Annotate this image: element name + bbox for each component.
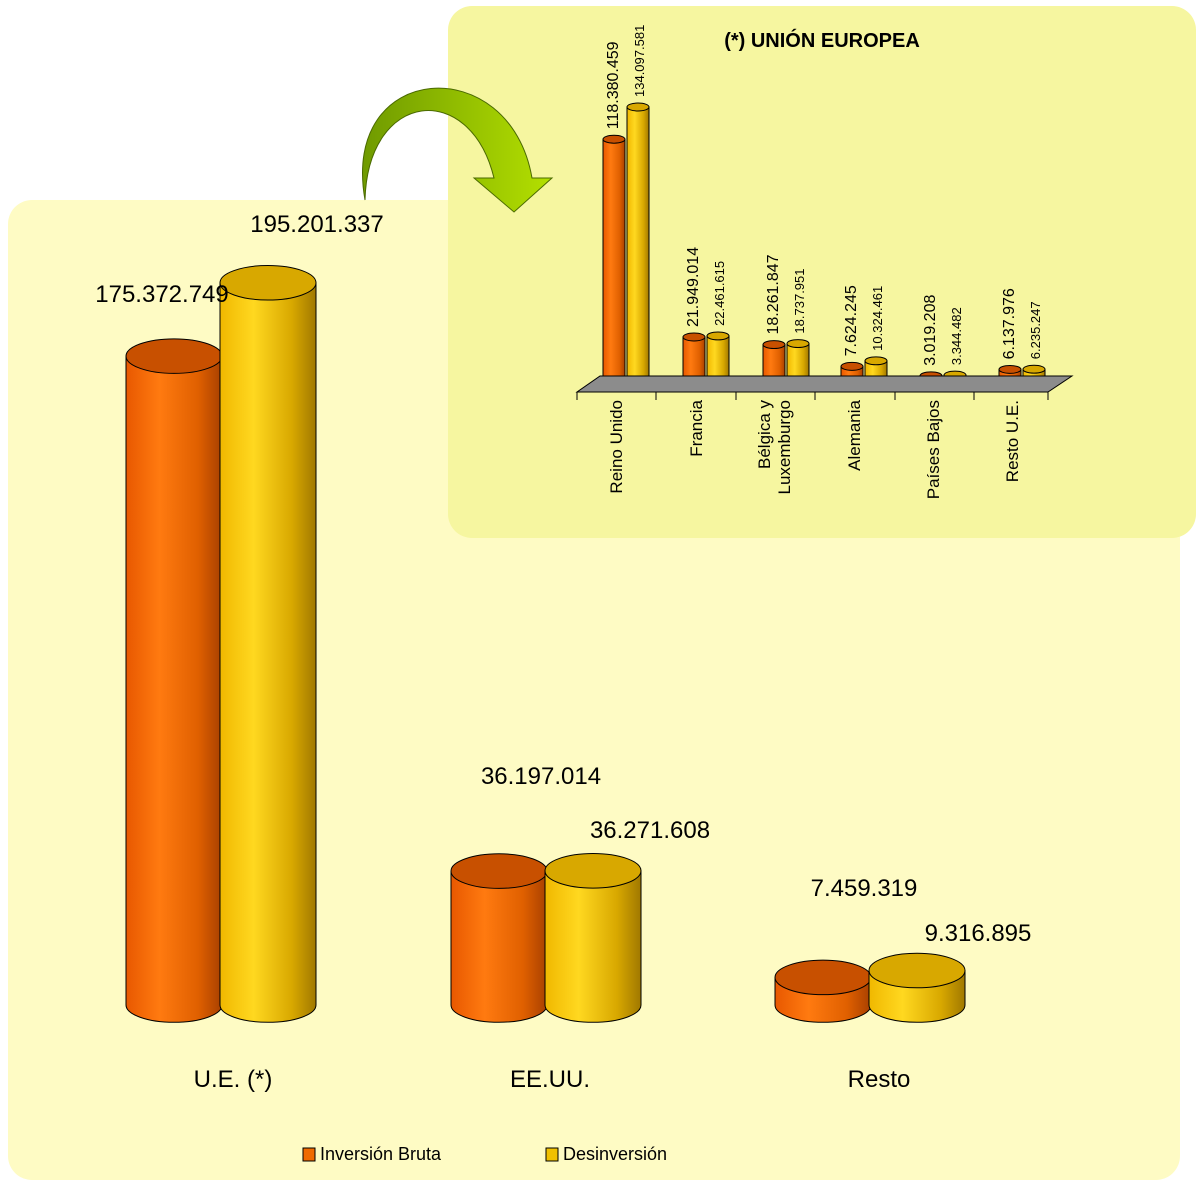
inset-value-label: 3.019.208 [922,295,939,366]
inset-value-label: 3.344.482 [949,307,964,365]
value-label: 9.316.895 [925,920,1032,947]
inset-chart-panel [448,6,1196,538]
inset-bar-inversion-0 [602,134,626,387]
inset-value-label: 6.137.976 [1001,288,1018,359]
value-label: 175.372.749 [95,281,228,308]
inset-value-label: 22.461.615 [712,261,727,326]
inset-floor-group [575,375,1074,400]
inset-category-label: Reino Unido [607,400,626,494]
bar-inversion-1 [450,853,548,1023]
inset-value-label: 10.324.461 [870,286,885,351]
category-label: U.E. (*) [194,1066,273,1093]
inset-value-label: 18.737.951 [792,268,807,333]
bar-inversion-0 [125,338,223,1023]
inset-value-label: 18.261.847 [765,254,782,334]
inset-category-label: Alemania [845,399,864,470]
legend-swatch-inversion [302,1147,316,1162]
curved-arrow-icon [362,87,554,213]
legend: Inversión Bruta Desinversión [302,1144,667,1164]
inset-bar-desinversion-0 [626,102,650,387]
inset-bars-group: 118.380.459 134.097.581 Reino Unido 21.949.… [602,25,1046,499]
value-label: 36.271.608 [590,817,710,844]
inset-bar-desinversion-2 [786,339,810,387]
inset-category-label: Países Bajos [924,400,943,499]
bar-desinversion-2 [868,952,966,1023]
inset-value-label: 7.624.245 [843,285,860,356]
value-label: 36.197.014 [481,763,601,790]
inset-chart-title: (*) UNIÓN EUROPEA [724,28,920,52]
legend-label-desinversion: Desinversión [563,1144,667,1164]
inset-category-label: Francia [687,399,706,456]
chart-floor [575,375,1074,393]
inset-category-label: Bélgica yLuxemburgo [755,400,794,495]
value-label: 195.201.337 [250,211,383,238]
bar-desinversion-0 [219,264,317,1023]
main-bars-group: U.E. (*) EE.UU. Resto 175.372.749 195.201.33… [95,211,1031,1093]
value-label: 7.459.319 [811,875,918,902]
inset-category-label: Resto U.E. [1003,400,1022,482]
bar-desinversion-1 [544,853,642,1023]
inset-value-label: 118.380.459 [605,41,622,129]
legend-label-inversion: Inversión Bruta [320,1144,442,1164]
category-label: Resto [848,1066,911,1093]
inset-value-label: 21.949.014 [685,247,702,327]
category-label: EE.UU. [510,1066,590,1093]
inset-value-label: 6.235.247 [1028,301,1043,359]
legend-swatch-desinversion [545,1147,559,1162]
inset-value-label: 134.097.581 [632,25,647,97]
bar-inversion-2 [774,959,872,1023]
